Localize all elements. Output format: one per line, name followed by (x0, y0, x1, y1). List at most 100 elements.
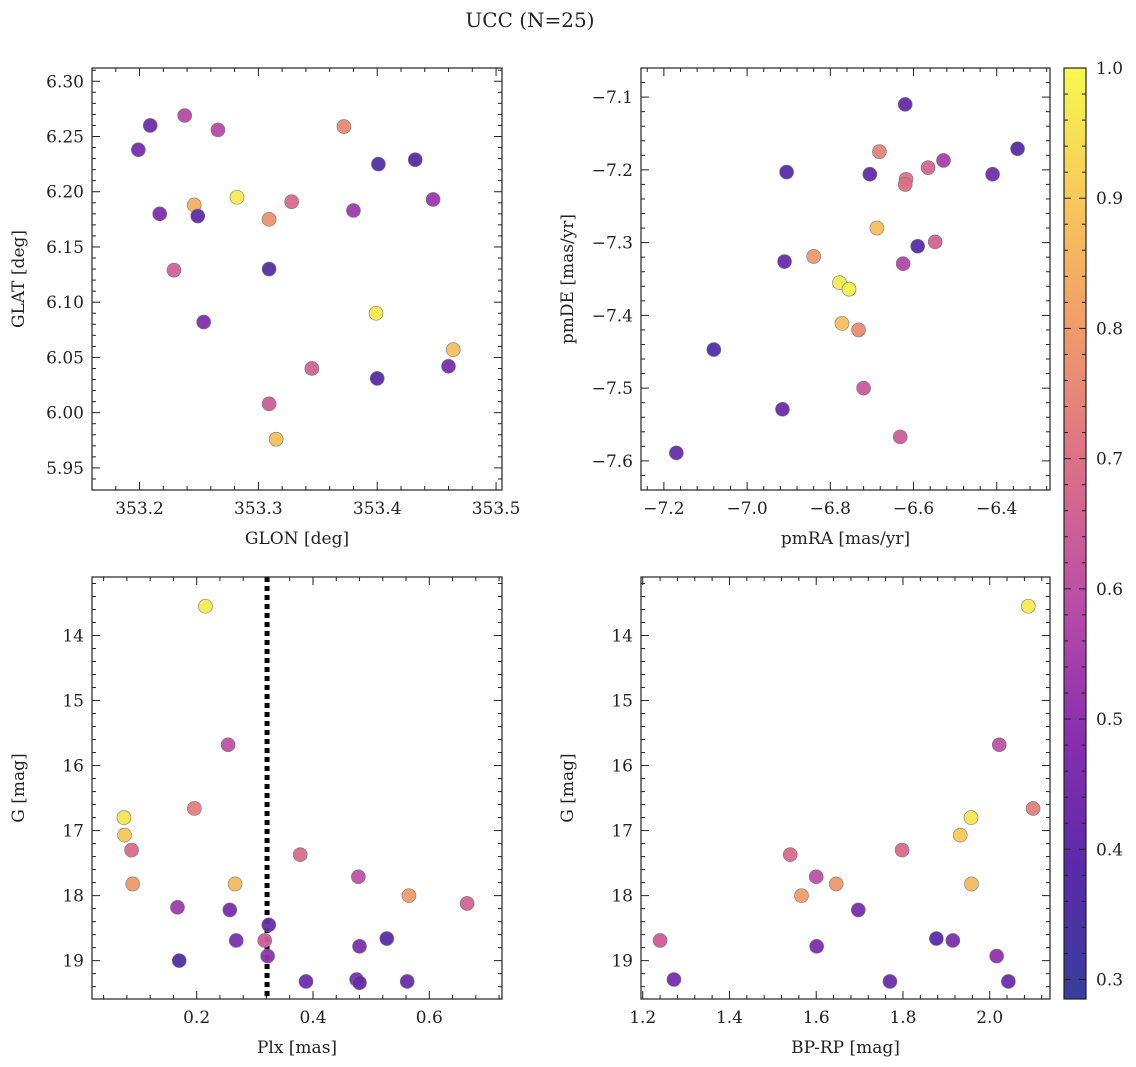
scatter-points (116, 598, 475, 991)
y-tick-label: 16 (611, 757, 633, 777)
scatter-point (352, 975, 367, 991)
scatter-point (920, 160, 936, 175)
scatter-point (952, 827, 968, 843)
scatter-point (198, 598, 213, 614)
scatter-point (1025, 801, 1041, 816)
y-tick-label: 6.15 (46, 238, 84, 258)
scatter-point (371, 156, 386, 172)
scatter-point (862, 166, 878, 182)
colorbar-tick-label: 0.4 (1096, 840, 1123, 860)
panel-2: −7.2 −7.0 −6.8 −6.6 −6.4 −7.6 −7.5 −7.4 −7.3 −7.2… (558, 67, 1051, 549)
x-tick-label: −7.0 (726, 499, 767, 519)
x-tick-label: 353.5 (472, 499, 521, 519)
y-tick-label: −7.4 (592, 306, 633, 326)
scatter-point (834, 316, 850, 331)
y-tick-label: 6.20 (46, 183, 84, 203)
colorbar-tick-label: 0.8 (1096, 319, 1123, 339)
scatter-point (850, 902, 866, 918)
y-tick-label: 6.05 (46, 348, 84, 368)
scatter-point (261, 261, 277, 277)
scatter-point (841, 281, 857, 297)
scatter-point (1010, 141, 1025, 157)
panel-4: 1.2 1.4 1.6 1.8 2.0 14 15 16 17 18 19 BP-RP [mag] G … (558, 576, 1051, 1058)
scatter-points (131, 108, 461, 447)
y-tick-label: 6.30 (46, 72, 84, 92)
scatter-point (284, 194, 299, 209)
scatter-point (441, 358, 456, 374)
panel-1: 353.2 353.3 353.4 353.5 5.95 6.00 6.05 6.10 6.15… (9, 67, 521, 549)
scatter-point (369, 371, 385, 386)
scatter-point (894, 842, 910, 858)
y-tick-label: 6.25 (46, 127, 84, 147)
y-tick-label: 18 (611, 887, 633, 907)
scatter-point (261, 917, 277, 933)
colorbar-frame (1063, 67, 1087, 1000)
plot-frame (91, 67, 503, 491)
scatter-point (190, 208, 206, 224)
scatter-point (171, 953, 187, 968)
scatter-point (882, 974, 898, 989)
y-tick-label: 5.95 (46, 459, 84, 479)
scatter-point (166, 262, 182, 278)
x-tick-label: 1.4 (716, 1008, 743, 1028)
x-tick-label: −6.4 (976, 499, 1017, 519)
scatter-point (117, 827, 132, 843)
y-tick-label: 16 (62, 757, 84, 777)
plot-frame (640, 576, 1051, 1000)
x-tick-label: 2.0 (976, 1008, 1003, 1028)
scatter-point (892, 429, 908, 445)
x-axis-label: GLON [deg] (245, 529, 349, 549)
plot-frame (640, 67, 1051, 491)
scatter-point (809, 939, 824, 954)
scatter-point (292, 847, 308, 862)
x-tick-label: −7.2 (643, 499, 684, 519)
y-axis-label: G [mag] (558, 753, 578, 822)
scatter-point (445, 342, 461, 358)
y-tick-label: 18 (62, 887, 84, 907)
scatter-point (220, 737, 236, 753)
scatter-point (794, 888, 809, 903)
colorbar-tick-label: 0.9 (1096, 189, 1123, 209)
scatter-points (652, 598, 1041, 989)
scatter-point (228, 933, 244, 948)
colorbar: 0.3 0.4 0.5 0.6 0.7 0.8 0.9 1.0 (1063, 59, 1123, 1000)
scatter-point (152, 206, 168, 222)
scatter-point (124, 842, 139, 858)
scatter-point (298, 974, 314, 989)
x-axis-label: pmRA [mas/yr] (781, 529, 910, 549)
scatter-point (775, 401, 790, 417)
scatter-point (177, 108, 192, 123)
scatter-point (963, 810, 979, 825)
scatter-point (1001, 974, 1016, 989)
scatter-point (895, 256, 911, 272)
scatter-point (227, 876, 243, 892)
scatter-point (304, 361, 320, 376)
scatter-point (910, 238, 925, 254)
x-tick-label: 0.4 (299, 1008, 326, 1028)
scatter-point (872, 144, 887, 159)
scatter-point (964, 876, 979, 892)
y-tick-label: 14 (62, 627, 84, 647)
ticks (641, 577, 1050, 999)
y-tick-label: −7.5 (592, 379, 633, 399)
scatter-point (222, 902, 238, 918)
scatter-point (459, 896, 475, 911)
x-tick-label: −6.6 (893, 499, 934, 519)
scatter-point (936, 153, 951, 168)
scatter-point (351, 869, 366, 885)
y-tick-label: 6.00 (46, 404, 84, 424)
y-tick-label: 15 (62, 692, 84, 712)
scatter-point (989, 948, 1004, 964)
scatter-points (669, 97, 1025, 461)
scatter-point (856, 380, 871, 396)
scatter-point (336, 119, 352, 134)
scatter-point (116, 810, 132, 825)
x-axis-label: BP-RP [mag] (791, 1038, 900, 1058)
y-tick-label: 17 (611, 822, 633, 842)
scatter-point (346, 203, 361, 218)
scatter-point (897, 97, 913, 112)
ticks (91, 68, 502, 491)
scatter-point (131, 142, 146, 158)
scatter-point (929, 931, 944, 946)
